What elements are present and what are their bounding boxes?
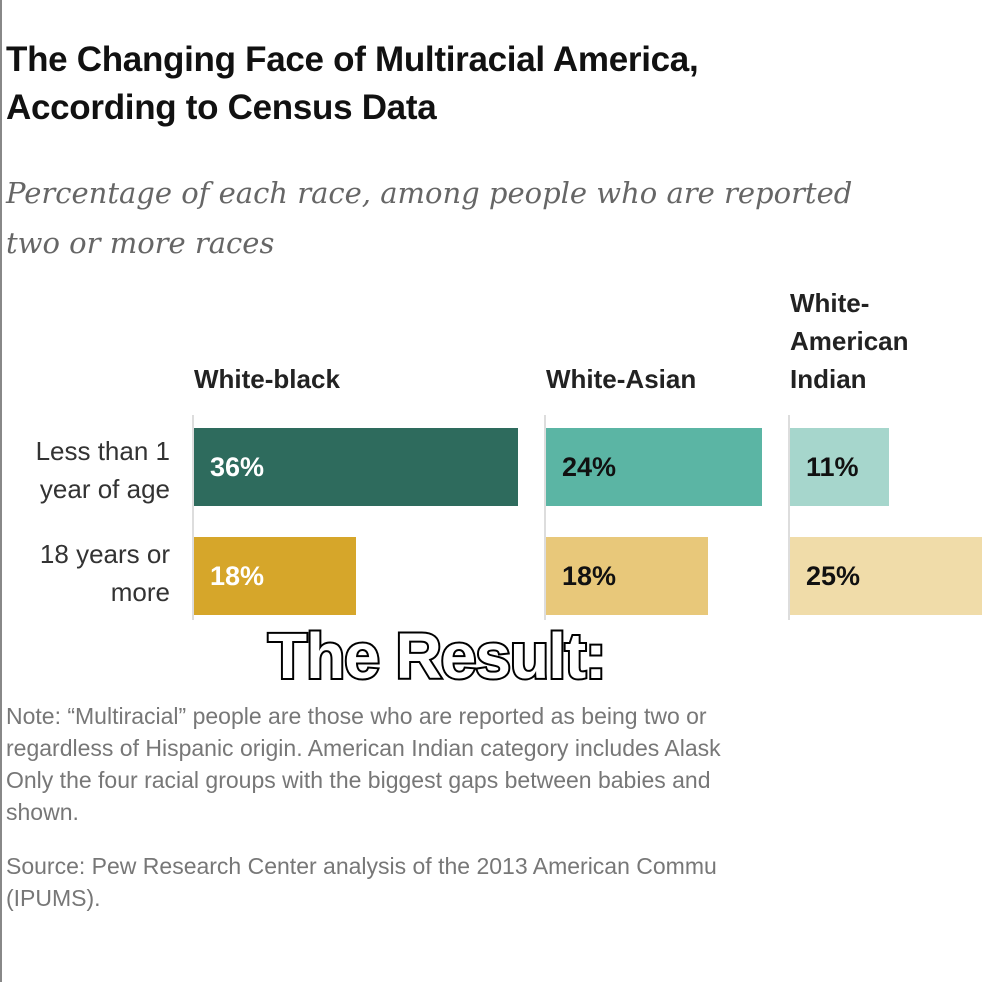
group-header-line: White-Asian — [546, 364, 697, 394]
bar-value-label: 25% — [806, 561, 861, 591]
note-line: regardless of Hispanic origin. American … — [6, 735, 721, 761]
title-line: According to Census Data — [6, 88, 437, 127]
bar: 18% — [194, 537, 356, 615]
note-line: Only the four racial groups with the big… — [6, 767, 711, 793]
bar-value-label: 24% — [562, 452, 617, 482]
source-line: Source: Pew Research Center analysis of … — [6, 853, 717, 879]
row-label-line: Less than 1 — [35, 436, 170, 466]
group-header-line: White- — [790, 288, 870, 318]
row-label: Less than 1 year of age — [0, 432, 170, 508]
overlay-caption: The Result: — [266, 618, 608, 694]
group-header-line: Indian — [790, 364, 867, 394]
group-header-line: American — [790, 326, 909, 356]
source: Source: Pew Research Center analysis of … — [6, 850, 717, 914]
bar-value-label: 18% — [210, 561, 265, 591]
chart-subtitle: Percentage of each race, among people wh… — [6, 168, 852, 268]
group-header: White-Asian — [546, 360, 696, 398]
group-header-line: White-black — [194, 364, 340, 394]
group-axis-line — [192, 415, 194, 620]
row-label-line: 18 years or — [39, 539, 170, 569]
source-line: (IPUMS). — [6, 885, 101, 911]
subtitle-line: Percentage of each race, among people wh… — [6, 176, 853, 210]
subtitle-line: two or more races — [6, 226, 275, 260]
bar: 36% — [194, 428, 518, 506]
group-header: White-black — [194, 360, 340, 398]
note-line: shown. — [6, 799, 79, 825]
note-line: Note: “Multiracial” people are those who… — [6, 703, 707, 729]
group-header: White- American Indian — [790, 284, 909, 398]
bar-value-label: 18% — [562, 561, 617, 591]
bar-value-label: 11% — [806, 452, 859, 482]
frame-edge — [0, 0, 2, 982]
title-line: The Changing Face of Multiracial America… — [6, 40, 699, 79]
row-label-line: year of age — [39, 474, 170, 504]
row-label-line: more — [110, 577, 170, 607]
note: Note: “Multiracial” people are those who… — [6, 700, 721, 828]
bar: 18% — [546, 537, 708, 615]
bar: 11% — [790, 428, 889, 506]
group-axis-line — [788, 415, 790, 620]
chart-title: The Changing Face of Multiracial America… — [6, 36, 699, 132]
bar: 25% — [790, 537, 982, 615]
bar-value-label: 36% — [210, 452, 265, 482]
group-axis-line — [544, 415, 546, 620]
row-label: 18 years or more — [0, 535, 170, 611]
bar: 24% — [546, 428, 762, 506]
